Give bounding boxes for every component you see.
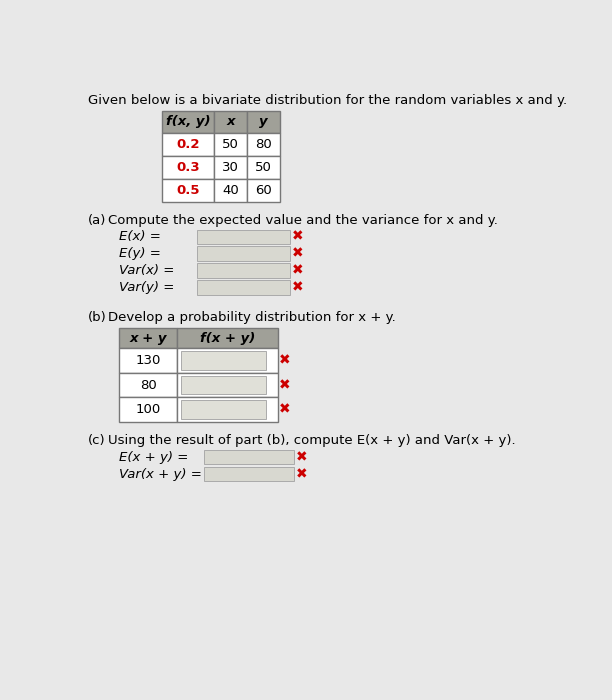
Bar [196, 246, 289, 261]
Bar [247, 132, 280, 155]
Text: ✖: ✖ [296, 450, 307, 464]
Bar [119, 328, 177, 348]
Bar [214, 132, 247, 155]
Bar [247, 178, 280, 202]
Text: ✖: ✖ [291, 247, 303, 261]
Text: ✖: ✖ [291, 281, 303, 295]
Text: ✖: ✖ [278, 402, 290, 416]
Text: f(x + y): f(x + y) [200, 332, 255, 344]
Text: (c): (c) [88, 434, 106, 447]
Text: 0.2: 0.2 [176, 138, 200, 150]
Text: 40: 40 [222, 184, 239, 197]
Text: 80: 80 [255, 138, 272, 150]
Text: 0.3: 0.3 [176, 161, 200, 174]
Text: (a): (a) [88, 214, 106, 227]
Bar [214, 111, 247, 132]
Bar [214, 178, 247, 202]
Bar [177, 372, 278, 398]
Text: y: y [259, 116, 267, 128]
Bar [181, 376, 266, 394]
Text: 80: 80 [140, 379, 157, 391]
Bar [162, 178, 214, 202]
Bar [119, 398, 177, 422]
Text: ✖: ✖ [278, 354, 290, 368]
Text: 30: 30 [222, 161, 239, 174]
Text: E(y) =: E(y) = [119, 247, 161, 260]
Text: ✖: ✖ [278, 378, 290, 392]
Bar [181, 400, 266, 419]
Text: (b): (b) [88, 311, 107, 324]
Bar [162, 132, 214, 155]
Bar [196, 263, 289, 278]
Text: Using the result of part (b), compute E(x + y) and Var(x + y).: Using the result of part (b), compute E(… [108, 434, 515, 447]
Text: 50: 50 [222, 138, 239, 150]
Bar [247, 111, 280, 132]
Text: 130: 130 [135, 354, 161, 367]
Bar [181, 351, 266, 370]
Bar [177, 348, 278, 372]
Bar [162, 111, 214, 132]
Text: Develop a probability distribution for x + y.: Develop a probability distribution for x… [108, 311, 395, 324]
Text: ✖: ✖ [291, 230, 303, 244]
Text: 0.5: 0.5 [176, 184, 200, 197]
Bar [177, 398, 278, 422]
Text: E(x + y) =: E(x + y) = [119, 451, 188, 463]
Bar [119, 372, 177, 398]
Bar [204, 467, 294, 482]
Bar [162, 155, 214, 178]
Bar [196, 281, 289, 295]
Bar [214, 155, 247, 178]
Text: Given below is a bivariate distribution for the random variables x and y.: Given below is a bivariate distribution … [88, 94, 567, 107]
Bar [204, 450, 294, 464]
Text: x + y: x + y [129, 332, 167, 344]
Text: x: x [226, 116, 235, 128]
Text: 100: 100 [136, 403, 161, 416]
Bar [177, 328, 278, 348]
Text: E(x) =: E(x) = [119, 230, 161, 244]
Text: f(x, y): f(x, y) [166, 116, 211, 128]
Text: Var(y) =: Var(y) = [119, 281, 174, 294]
Text: 50: 50 [255, 161, 272, 174]
Text: Var(x) =: Var(x) = [119, 264, 174, 277]
Text: Var(x + y) =: Var(x + y) = [119, 468, 202, 480]
Text: ✖: ✖ [291, 264, 303, 278]
Bar [119, 348, 177, 372]
Text: ✖: ✖ [296, 467, 307, 481]
Bar [196, 230, 289, 244]
Text: Compute the expected value and the variance for x and y.: Compute the expected value and the varia… [108, 214, 498, 227]
Bar [247, 155, 280, 178]
Text: 60: 60 [255, 184, 272, 197]
